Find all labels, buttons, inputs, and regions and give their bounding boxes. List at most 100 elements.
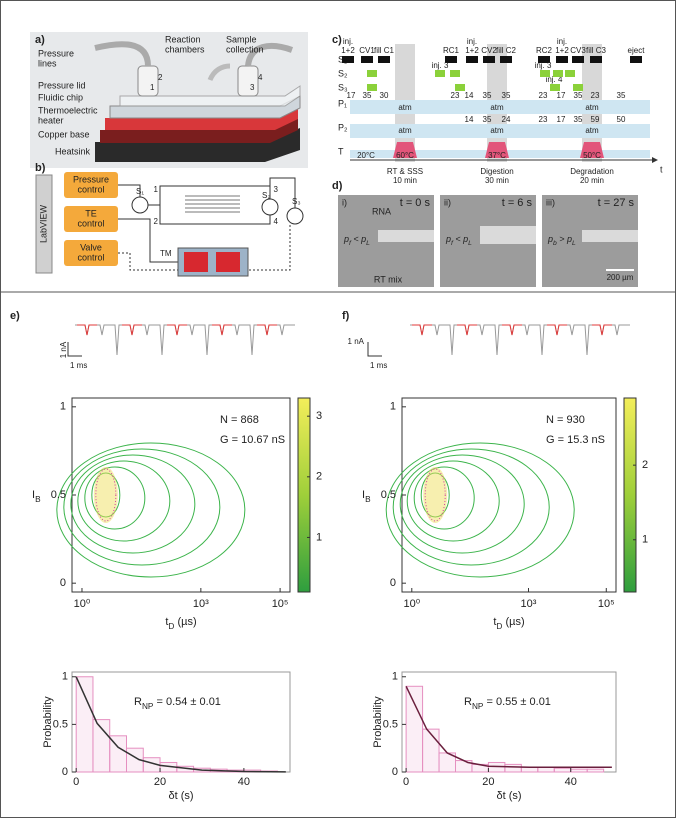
- y-tick-label: 0.5: [53, 718, 68, 730]
- step-label: 1+2: [555, 46, 569, 55]
- text-part: p: [445, 234, 451, 244]
- x-axis-label: tD (µs): [165, 616, 196, 631]
- annotation: N = 868: [220, 414, 259, 426]
- annotation: RNP = 0.54 ± 0.01: [134, 696, 221, 711]
- y-tick-label: 0.5: [51, 489, 66, 501]
- text-part: t: [493, 616, 496, 628]
- p1-label: 17: [347, 91, 356, 100]
- trace-highlight: [457, 324, 477, 336]
- y-axis-label: Probability: [42, 696, 54, 748]
- s3-pulse: [550, 84, 560, 91]
- colorbar-tick-label: 1: [316, 531, 322, 543]
- valve-label: S₁: [136, 187, 144, 196]
- callout: chambers: [165, 44, 205, 54]
- p1-label: 35: [363, 91, 372, 100]
- temperature-label: 50°C: [583, 151, 601, 160]
- subscript: B: [35, 495, 41, 504]
- callout: Thermoelectric: [38, 105, 98, 115]
- y-axis-label: IB: [362, 489, 371, 504]
- callout: Reaction: [165, 34, 201, 44]
- x-tick-label: 20: [482, 776, 494, 788]
- controller-box: [64, 206, 118, 232]
- scale-bar: [67, 342, 82, 357]
- bar: [75, 676, 94, 773]
- p1-trace: [350, 100, 650, 114]
- y-tick-label: 0: [392, 766, 398, 778]
- controller-label: Valve: [80, 242, 102, 252]
- fit-line: [405, 685, 612, 768]
- connector: [237, 65, 259, 97]
- annotation: RNP = 0.55 ± 0.01: [464, 696, 551, 711]
- frame-time: t = 27 s: [598, 197, 635, 209]
- controller-label: control: [77, 252, 104, 262]
- s2-pulse: [435, 70, 445, 77]
- x-tick-label: 10⁵: [598, 598, 615, 610]
- text-part: I: [32, 489, 35, 501]
- y-axis-label: IB: [32, 489, 41, 504]
- s2-label: inj. 3: [432, 61, 449, 70]
- p1-label: 30: [380, 91, 389, 100]
- subscript: L: [468, 240, 472, 247]
- s1-pulse: [500, 56, 512, 63]
- t-bump: [485, 142, 509, 158]
- y-tick-label: 0: [390, 577, 396, 589]
- row-label: S₂: [338, 68, 348, 78]
- text-part: p: [343, 234, 349, 244]
- text-part: (µs): [174, 616, 196, 628]
- connections: [118, 177, 296, 271]
- x-tick-label: 10³: [193, 598, 209, 610]
- valve: [131, 196, 149, 214]
- condition-label: pb > pL: [547, 234, 576, 247]
- frame-time: t = 0 s: [400, 197, 431, 209]
- rna-label: RNA: [372, 206, 391, 216]
- s1-pulse: [556, 56, 568, 63]
- port-label: 2: [154, 217, 159, 226]
- density-points: [95, 468, 117, 522]
- text-part: < p: [453, 234, 468, 244]
- t-bump: [580, 142, 604, 158]
- temperature-label: 37°C: [488, 151, 506, 160]
- step-label: fill C2: [496, 46, 517, 55]
- p2-label: atm: [585, 126, 599, 135]
- frame-index: ii): [444, 197, 451, 207]
- text-part: (µs): [502, 616, 524, 628]
- chamber-number: 1: [150, 83, 155, 92]
- software-label: LabVIEW: [38, 204, 48, 243]
- row-label: S₃: [338, 82, 348, 92]
- p2-label: atm: [490, 126, 504, 135]
- y-tick-label: 0.5: [381, 489, 396, 501]
- x-tick-label: 40: [238, 776, 250, 788]
- text-part: δt (s): [168, 790, 193, 802]
- subscript: b: [553, 240, 557, 247]
- phase-label: RT & SSS: [387, 167, 423, 176]
- p2-label: 59: [591, 115, 600, 124]
- frame-index: iii): [546, 197, 555, 207]
- phase-label: 20 min: [580, 176, 604, 185]
- contour: [56, 442, 246, 578]
- lid: [119, 85, 301, 107]
- contour: [413, 466, 475, 530]
- callout: heater: [38, 115, 64, 125]
- chamber-number: 3: [250, 83, 255, 92]
- step-label: CV3: [570, 46, 586, 55]
- subscript: D: [496, 622, 502, 631]
- x-axis-label: δt (s): [168, 790, 193, 802]
- temperature-label: 60°C: [396, 151, 414, 160]
- s2-pulse: [540, 70, 550, 77]
- p2-label: 35: [483, 115, 492, 124]
- x-tick-label: 40: [565, 776, 577, 788]
- tube: [245, 42, 294, 67]
- step-label: 1+2: [341, 46, 355, 55]
- density-core: [93, 467, 118, 523]
- p1-label: 17: [557, 91, 566, 100]
- port-label: 3: [274, 185, 279, 194]
- panel-label: c): [332, 34, 342, 46]
- chamber-number: 4: [258, 73, 263, 82]
- contour: [63, 448, 221, 566]
- callout: Sample: [226, 34, 257, 44]
- step-label: 1+2: [465, 46, 479, 55]
- x-tick-label: 0: [403, 776, 409, 788]
- step-label: fill C3: [586, 46, 607, 55]
- panel-label: b): [35, 162, 46, 174]
- p2-label: 23: [539, 115, 548, 124]
